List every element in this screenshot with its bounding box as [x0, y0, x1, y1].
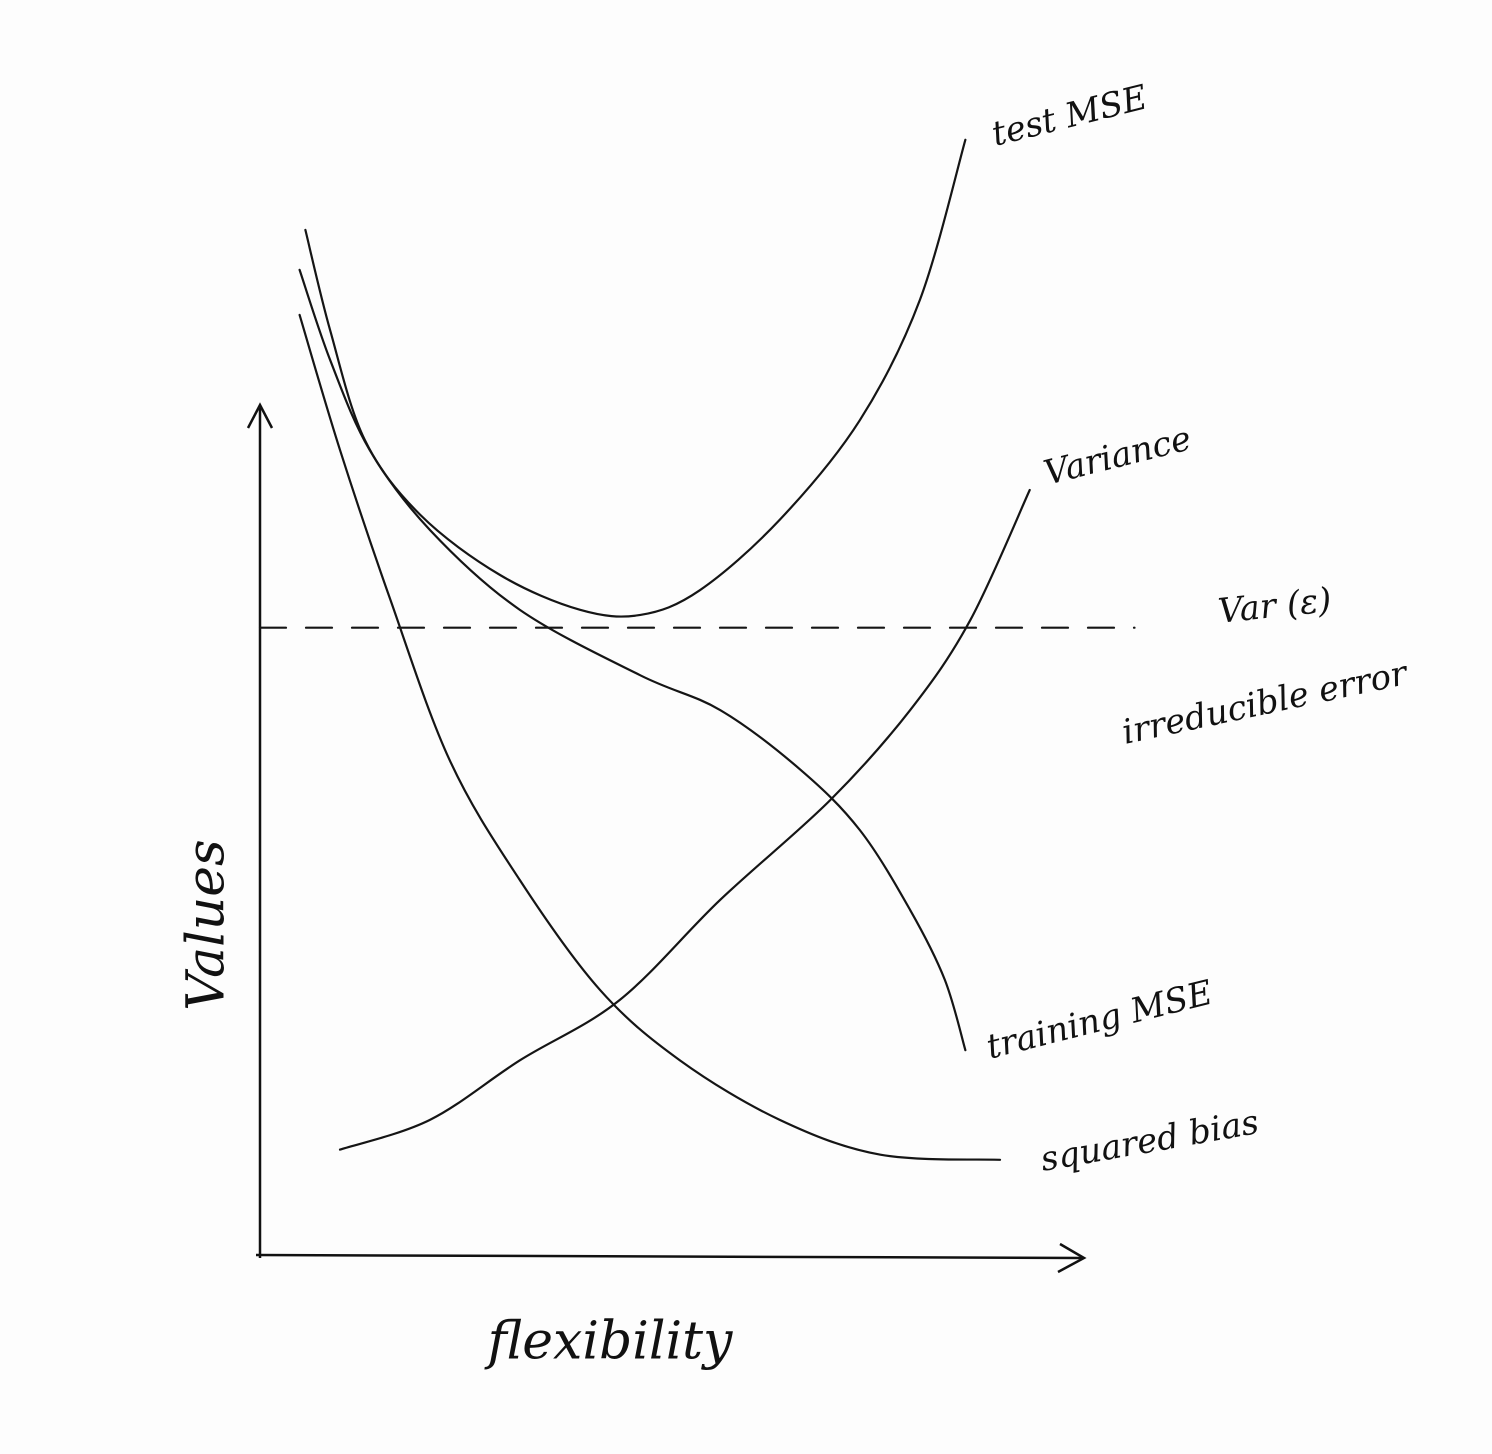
curve-label: test MSE: [988, 77, 1152, 154]
x-axis-label: flexibility: [484, 1312, 733, 1372]
annotation: irreducible error: [1119, 653, 1413, 753]
x-axis: [255, 1253, 1084, 1260]
curve: [304, 138, 967, 618]
curve: [338, 488, 1031, 1151]
curve: [298, 268, 967, 1052]
curve-label: training MSE: [982, 973, 1216, 1068]
curve: [298, 313, 1002, 1161]
x-axis-arrow: [1057, 1242, 1087, 1274]
axes: [246, 402, 1087, 1274]
curve-label: squared bias: [1038, 1102, 1262, 1180]
y-axis-label: Values: [177, 839, 237, 1010]
y-axis-arrow: [246, 402, 274, 429]
curve-label: Var (ε): [1216, 580, 1333, 632]
curve-label: Variance: [1040, 418, 1195, 493]
